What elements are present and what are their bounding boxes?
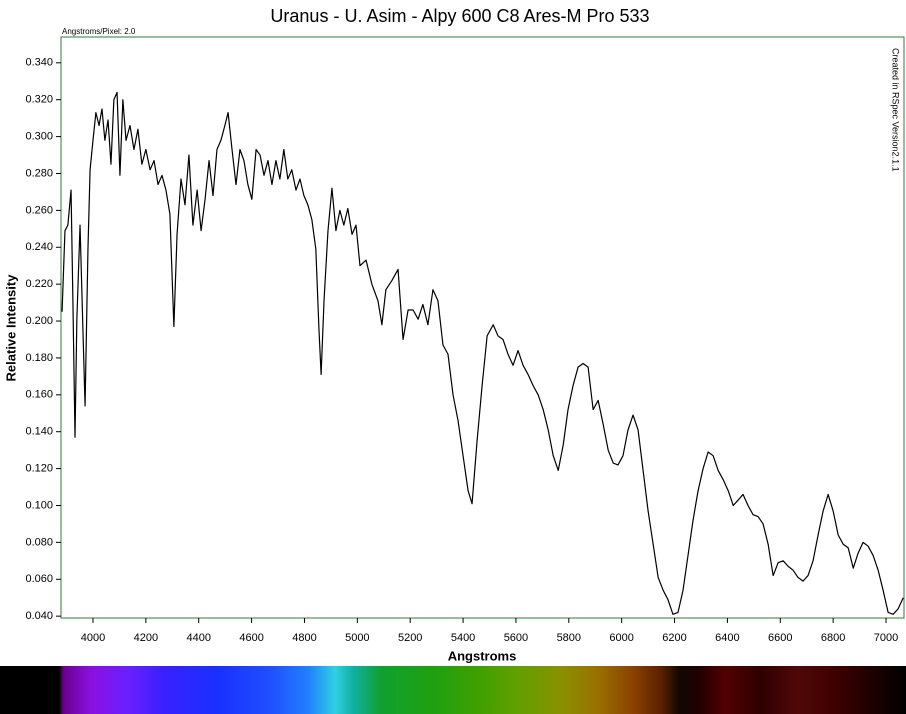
- y-tick-label: 0.160: [25, 389, 53, 401]
- x-tick-label: 4800: [292, 632, 316, 644]
- annotation: Created in RSpec Version2.1.1: [891, 48, 901, 172]
- y-tick-label: 0.180: [25, 352, 53, 364]
- y-axis-label: Relative Intensity: [3, 274, 18, 382]
- x-tick-label: 5400: [451, 632, 475, 644]
- x-tick-label: 4400: [186, 632, 210, 644]
- spectrum-strip: [0, 666, 906, 714]
- y-tick-label: 0.260: [25, 204, 53, 216]
- x-tick-label: 5800: [557, 632, 581, 644]
- x-tick-label: 7000: [874, 632, 898, 644]
- chart: Uranus - U. Asim - Alpy 600 C8 Ares-M Pr…: [3, 6, 905, 663]
- x-tick-label: 4600: [239, 632, 263, 644]
- x-tick-label: 5600: [504, 632, 528, 644]
- y-tick-label: 0.040: [25, 610, 53, 622]
- x-tick-label: 6400: [715, 632, 739, 644]
- y-tick-label: 0.280: [25, 167, 53, 179]
- y-tick-label: 0.200: [25, 315, 53, 327]
- x-tick-label: 5000: [345, 632, 369, 644]
- plot-frame: [60, 36, 905, 619]
- x-tick-label: 6000: [609, 632, 633, 644]
- y-tick-label: 0.100: [25, 499, 53, 511]
- spectrum-line: [61, 91, 904, 615]
- y-tick-label: 0.080: [25, 536, 53, 548]
- x-tick-label: 5200: [398, 632, 422, 644]
- y-tick-label: 0.120: [25, 463, 53, 475]
- y-tick-label: 0.340: [25, 57, 53, 69]
- y-tick-label: 0.240: [25, 241, 53, 253]
- annotation: Angstroms/Pixel: 2.0: [62, 27, 136, 36]
- y-tick-label: 0.060: [25, 573, 53, 585]
- x-tick-label: 6200: [662, 632, 686, 644]
- y-tick-label: 0.300: [25, 131, 53, 143]
- y-tick-label: 0.140: [25, 426, 53, 438]
- y-tick-label: 0.320: [25, 94, 53, 106]
- x-tick-label: 6600: [768, 632, 792, 644]
- y-tick-label: 0.220: [25, 278, 53, 290]
- chart-title: Uranus - U. Asim - Alpy 600 C8 Ares-M Pr…: [270, 6, 649, 26]
- x-tick-label: 4200: [134, 632, 158, 644]
- x-tick-label: 6800: [821, 632, 845, 644]
- x-tick-label: 4000: [81, 632, 105, 644]
- x-axis-label: Angstroms: [448, 648, 517, 663]
